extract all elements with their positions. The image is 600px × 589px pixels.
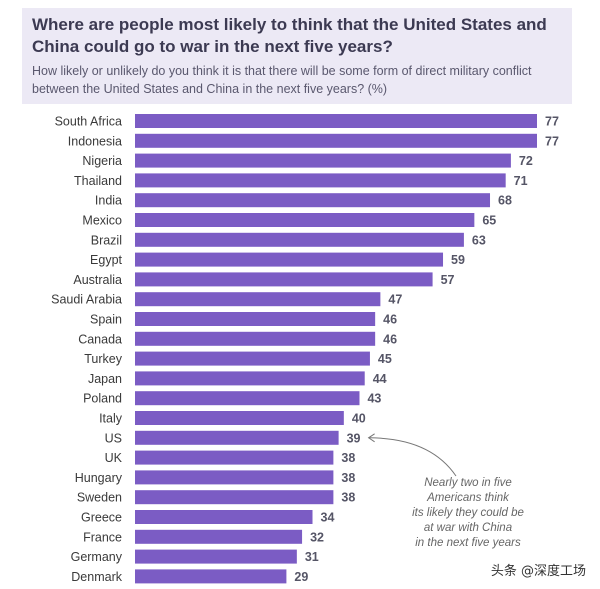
bar <box>135 411 344 425</box>
value-label: 77 <box>545 115 559 129</box>
bar <box>135 272 433 287</box>
chart-subtitle: How likely or unlikely do you think it i… <box>32 64 532 96</box>
value-label: 46 <box>383 313 397 327</box>
value-label: 68 <box>498 194 512 208</box>
bar <box>135 331 376 346</box>
category-label: India <box>95 194 122 208</box>
annotation-line: Americans think <box>427 492 509 504</box>
category-label: Turkey <box>84 352 122 366</box>
bar <box>135 193 491 208</box>
category-label: Nigeria <box>82 154 122 168</box>
bar <box>135 430 339 445</box>
value-label: 71 <box>514 174 528 188</box>
bar <box>135 153 511 168</box>
bar <box>135 173 506 188</box>
value-label: 44 <box>373 372 387 386</box>
category-label: Greece <box>81 511 122 525</box>
value-label: 46 <box>383 332 397 346</box>
bar <box>135 470 334 485</box>
value-label: 31 <box>305 550 319 564</box>
bar <box>135 569 287 584</box>
category-label: France <box>83 530 122 544</box>
value-label: 77 <box>545 134 559 148</box>
bar <box>135 232 464 247</box>
category-label: Mexico <box>82 214 122 228</box>
category-label: Indonesia <box>68 134 122 148</box>
category-label: Hungary <box>75 471 123 485</box>
annotation-arrow-head <box>367 433 375 443</box>
value-label: 65 <box>482 214 496 228</box>
annotation-arrow-line <box>368 437 457 477</box>
annotation-line: in the next five years <box>415 537 521 549</box>
title-line-2: China could go to war in the next five y… <box>32 37 393 56</box>
bar <box>135 252 444 267</box>
bar <box>135 351 370 366</box>
bar <box>135 133 537 148</box>
category-label: Brazil <box>91 233 122 247</box>
title-line-1: Where are people most likely to think th… <box>32 15 547 34</box>
header-panel <box>22 8 572 104</box>
bar <box>135 490 334 505</box>
value-label: 38 <box>341 451 355 465</box>
value-label: 34 <box>321 511 335 525</box>
category-label: Sweden <box>77 491 122 505</box>
category-label: Australia <box>73 273 122 287</box>
category-label: Thailand <box>74 174 122 188</box>
annotation-line: at war with China <box>423 522 513 534</box>
value-label: 29 <box>294 570 308 584</box>
category-label: Spain <box>90 313 122 327</box>
category-label: Japan <box>88 372 122 386</box>
bar <box>135 114 537 128</box>
value-label: 57 <box>441 273 455 287</box>
annotation-line: Nearly two in five <box>424 477 512 489</box>
category-label: Denmark <box>71 570 122 584</box>
category-label: Germany <box>71 550 123 564</box>
bar <box>135 292 381 307</box>
bar <box>135 213 475 227</box>
bar <box>135 312 376 326</box>
value-label: 63 <box>472 233 486 247</box>
category-label: Italy <box>99 412 123 426</box>
chart-title: Where are people most likely to think th… <box>32 14 562 58</box>
value-label: 40 <box>352 412 366 426</box>
category-label: Canada <box>78 332 122 346</box>
bar <box>135 391 360 406</box>
bar <box>135 549 297 564</box>
category-label: UK <box>105 451 123 465</box>
category-label: South Africa <box>55 115 122 129</box>
category-label: Egypt <box>90 253 122 267</box>
value-label: 32 <box>310 530 324 544</box>
category-label: US <box>105 431 122 445</box>
category-label: Saudi Arabia <box>51 293 122 307</box>
value-label: 45 <box>378 352 392 366</box>
category-label: Poland <box>83 392 122 406</box>
value-label: 47 <box>388 293 402 307</box>
bar <box>135 529 303 544</box>
value-label: 38 <box>341 471 355 485</box>
bar <box>135 450 334 465</box>
value-label: 59 <box>451 253 465 267</box>
value-label: 72 <box>519 154 533 168</box>
bar <box>135 510 313 524</box>
watermark: 头条 @深度工场 <box>490 564 586 579</box>
value-label: 38 <box>341 491 355 505</box>
value-label: 39 <box>347 431 361 445</box>
us-annotation: Nearly two in five Americans think its l… <box>398 476 538 551</box>
value-label: 43 <box>367 392 381 406</box>
bar <box>135 371 365 386</box>
annotation-line: its likely they could be <box>412 507 524 519</box>
